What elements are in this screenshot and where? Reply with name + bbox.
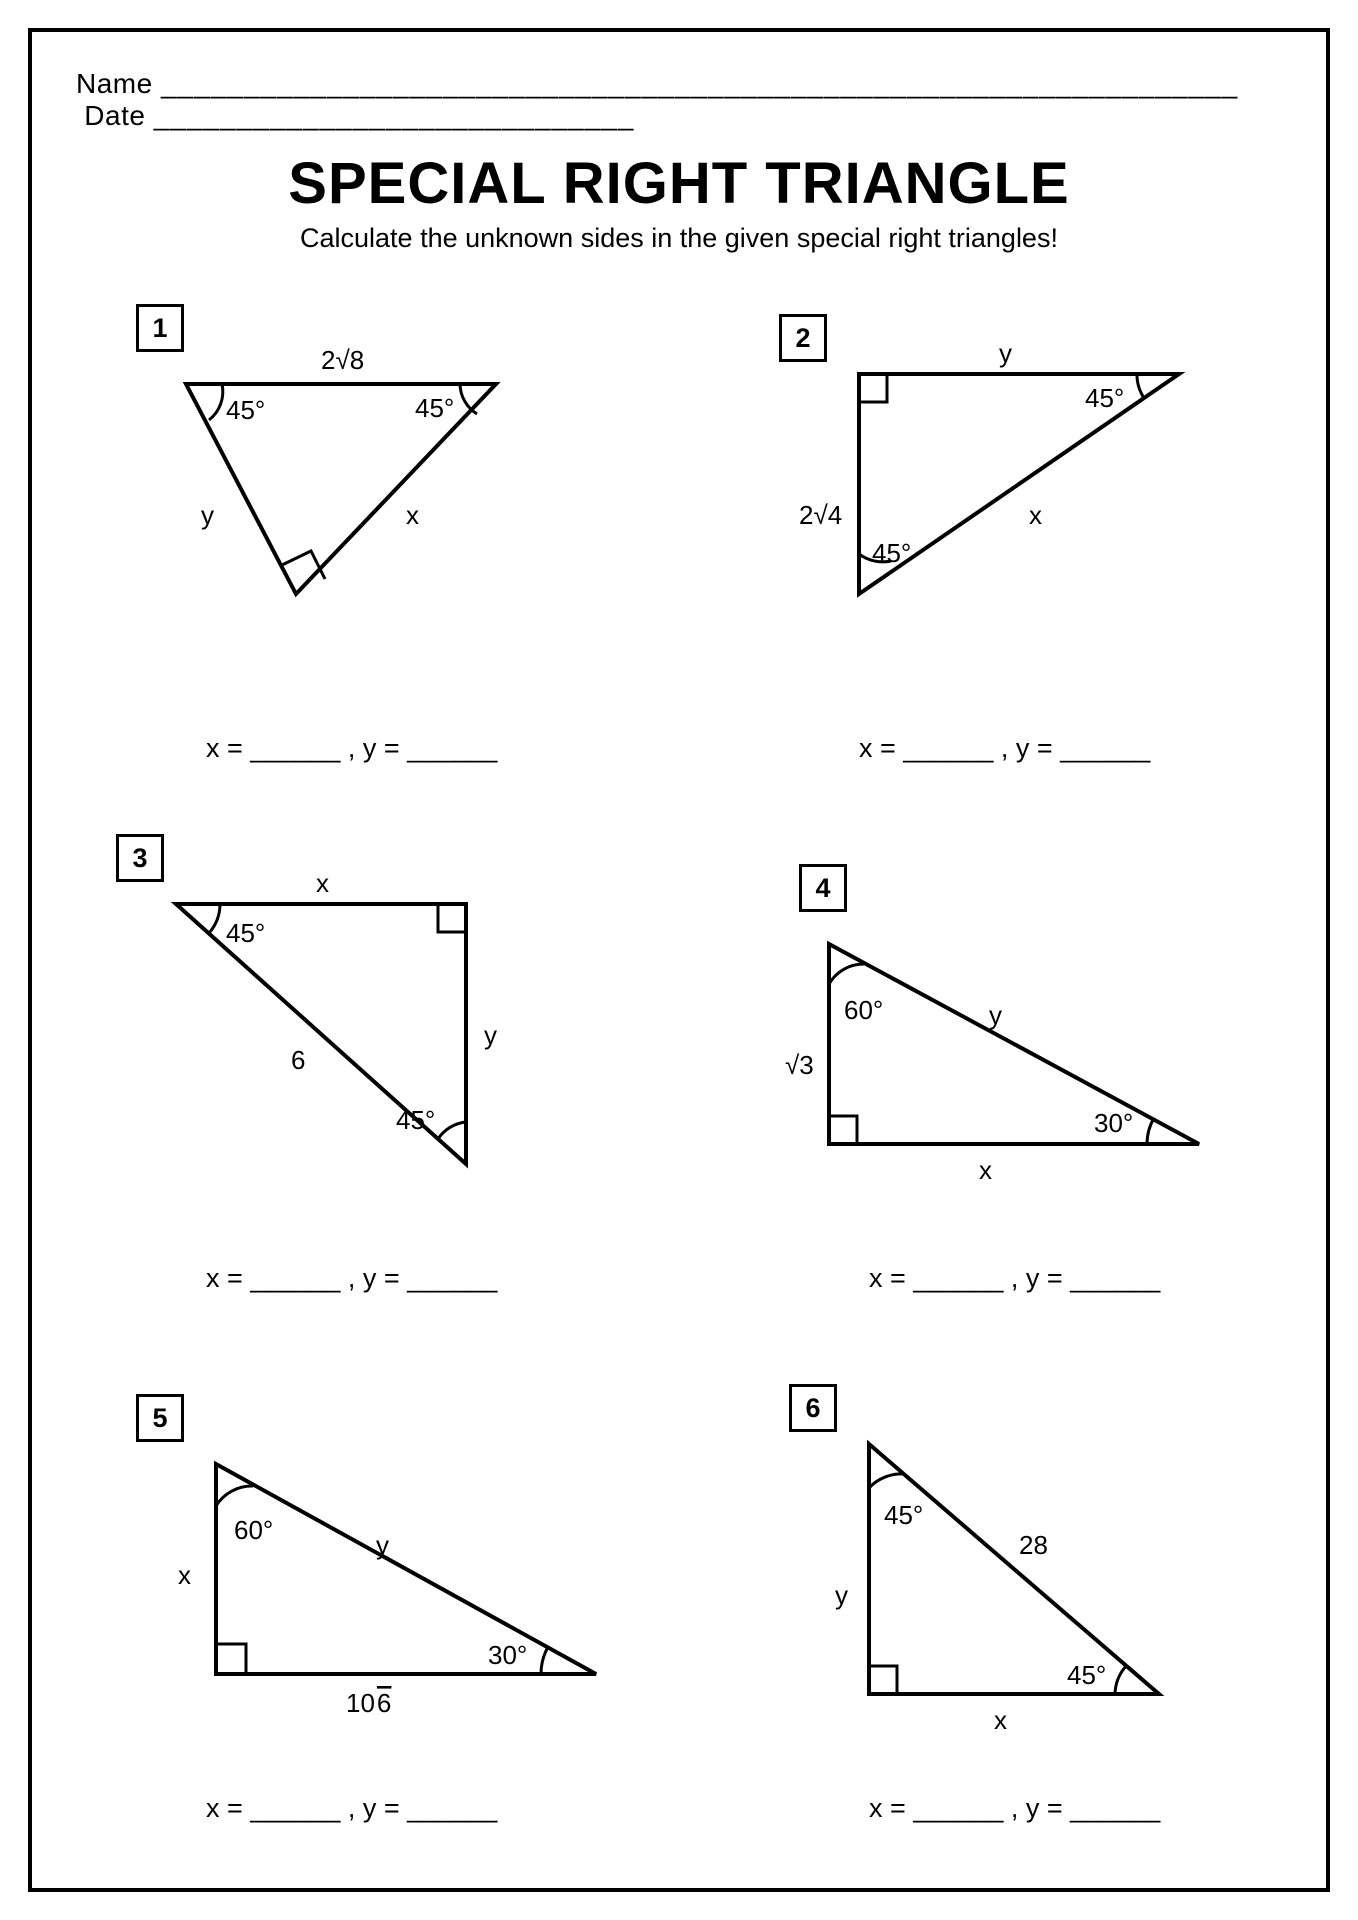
angle-label: 45° [226, 395, 265, 425]
answer-line[interactable]: x = ______ , y = ______ [206, 1263, 497, 1294]
header-line: Name ___________________________________… [76, 68, 1282, 132]
triangle-4: 60° 30° √3 y x [699, 874, 1259, 1254]
answer-line[interactable]: x = ______ , y = ______ [869, 1263, 1160, 1294]
side-label: x [406, 500, 419, 530]
side-label: y [484, 1020, 497, 1050]
side-label: 2√8 [321, 345, 364, 375]
name-blank[interactable]: ________________________________________… [161, 68, 1238, 99]
problem-6: 6 45° 45° y 28 x x = ______ , y = ______ [699, 1364, 1282, 1864]
answer-line[interactable]: x = ______ , y = ______ [859, 733, 1150, 764]
page: Name ___________________________________… [0, 0, 1358, 1920]
problem-5: 5 60° 30° x y 106 x = ______ , y = _____… [76, 1364, 659, 1864]
page-title: SPECIAL RIGHT TRIANGLE [76, 150, 1282, 217]
side-label: 2√4 [799, 500, 842, 530]
side-label: 106 [346, 1688, 391, 1718]
problem-1: 1 2√8 45° 45° y x x = ______ , y = _____… [76, 304, 659, 804]
triangle-3: x 45° 45° 6 y [76, 844, 636, 1224]
problem-4: 4 60° 30° √3 y x x = ______ , y = ______ [699, 834, 1282, 1334]
side-label: 28 [1019, 1530, 1048, 1560]
worksheet-frame: Name ___________________________________… [28, 28, 1330, 1892]
problems-grid: 1 2√8 45° 45° y x x = ______ , y = _____… [76, 304, 1282, 1864]
angle-label: 45° [884, 1500, 923, 1530]
triangle-6: 45° 45° y 28 x [739, 1394, 1299, 1774]
side-label: x [178, 1560, 191, 1590]
angle-label: 45° [226, 918, 265, 948]
side-label: y [835, 1580, 848, 1610]
answer-line[interactable]: x = ______ , y = ______ [869, 1793, 1160, 1824]
side-label: x [979, 1155, 992, 1185]
answer-line[interactable]: x = ______ , y = ______ [206, 733, 497, 764]
side-label: y [999, 338, 1012, 368]
name-label: Name [76, 68, 153, 99]
side-label: y [201, 500, 214, 530]
side-label: x [1029, 500, 1042, 530]
angle-label: 45° [1085, 383, 1124, 413]
triangle-2: y 45° 45° 2√4 x [729, 314, 1289, 674]
angle-label: 45° [872, 538, 911, 568]
page-subtitle: Calculate the unknown sides in the given… [76, 223, 1282, 254]
angle-label: 30° [1094, 1108, 1133, 1138]
problem-2: 2 y 45° 45° 2√4 x x = ______ , y = _____… [699, 304, 1282, 804]
angle-label: 45° [415, 393, 454, 423]
answer-line[interactable]: x = ______ , y = ______ [206, 1793, 497, 1824]
side-label: √3 [785, 1050, 814, 1080]
angle-label: 60° [844, 995, 883, 1025]
date-blank[interactable]: _____________________________ [154, 100, 635, 131]
problem-3: 3 x 45° 45° 6 y x = ______ , y = ______ [76, 834, 659, 1334]
side-label: x [994, 1705, 1007, 1735]
angle-label: 45° [396, 1105, 435, 1135]
angle-label: 45° [1067, 1660, 1106, 1690]
side-label: y [376, 1530, 389, 1560]
date-label: Date [84, 100, 145, 131]
triangle-1: 2√8 45° 45° y x [96, 314, 656, 674]
angle-label: 60° [234, 1515, 273, 1545]
side-label: y [989, 1000, 1002, 1030]
side-label: x [316, 868, 329, 898]
angle-label: 30° [488, 1640, 527, 1670]
triangle-5: 60° 30° x y 106 [86, 1404, 646, 1784]
side-label: 6 [291, 1045, 305, 1075]
